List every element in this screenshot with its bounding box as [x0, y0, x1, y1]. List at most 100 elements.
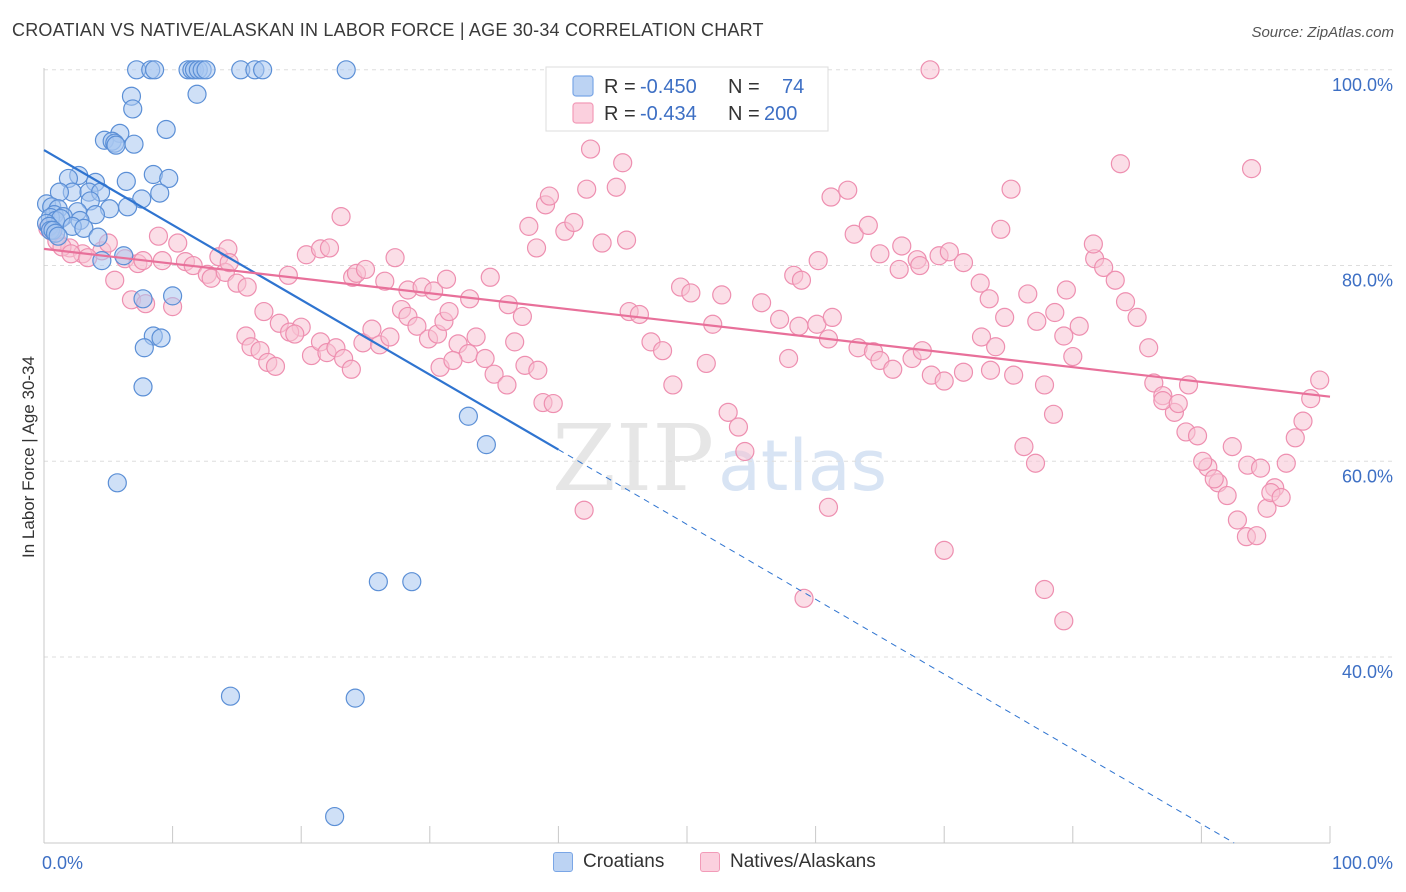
legend: R = -0.450 N = 74 R = -0.434 N = 200 — [545, 66, 829, 132]
native-point — [577, 179, 597, 199]
watermark: ZIP atlas — [552, 405, 887, 512]
native-point — [1063, 346, 1083, 367]
natives-label: Natives/Alaskans — [730, 851, 876, 872]
native-point — [970, 273, 990, 293]
native-point — [1014, 437, 1034, 457]
native-point — [580, 139, 601, 159]
native-point — [1250, 458, 1271, 478]
native-point — [466, 327, 486, 347]
native-point — [791, 270, 812, 290]
croatian-point — [150, 183, 170, 203]
native-point — [168, 233, 188, 253]
legend-swatch-croatians — [572, 75, 594, 97]
legend-n-label-croatians: N = — [728, 76, 760, 98]
native-point — [858, 215, 878, 236]
native-point — [443, 350, 463, 371]
native-point — [789, 316, 809, 336]
native-point — [1247, 526, 1267, 546]
croatian-point — [133, 289, 153, 309]
native-point — [1139, 338, 1159, 358]
croatian-point — [253, 60, 273, 80]
native-point — [497, 375, 517, 395]
grid-lines — [44, 69, 1392, 658]
croatian-point — [196, 60, 216, 80]
native-point — [778, 348, 799, 369]
native-point — [528, 360, 548, 380]
native-point — [519, 216, 539, 236]
native-point — [1285, 428, 1305, 448]
bottom-legend-natives: Natives/Alaskans — [700, 851, 876, 873]
native-point — [681, 283, 701, 303]
native-point — [526, 238, 547, 258]
watermark-zip: ZIP — [552, 405, 714, 512]
native-point — [735, 441, 755, 462]
croatian-trend-extension — [558, 449, 1235, 844]
native-point — [1127, 307, 1147, 328]
native-point — [939, 242, 959, 262]
native-point — [285, 324, 305, 344]
native-point — [718, 402, 738, 422]
croatian-point — [163, 286, 183, 306]
native-point — [480, 267, 500, 287]
native-point — [712, 285, 732, 305]
native-point — [331, 207, 351, 227]
croatian-point — [124, 134, 144, 154]
watermark-atlas: atlas — [718, 425, 887, 507]
croatian-point — [345, 688, 365, 708]
native-point — [1083, 234, 1103, 254]
croatian-point — [187, 84, 207, 104]
legend-n-value-natives: 200 — [764, 103, 797, 125]
native-point — [1054, 326, 1074, 346]
croatian-point — [458, 406, 478, 426]
native-point — [971, 327, 992, 347]
croatian-point — [48, 226, 68, 246]
native-point — [148, 226, 169, 246]
native-point — [1094, 257, 1114, 278]
native-point — [953, 362, 974, 382]
native-point — [539, 186, 559, 206]
croatian-point — [117, 197, 138, 217]
native-point — [1018, 284, 1038, 304]
croatian-point — [325, 806, 345, 827]
legend-r-value-croatians: -0.450 — [640, 76, 697, 98]
native-point — [1105, 270, 1125, 290]
native-point — [613, 153, 633, 173]
native-point — [1004, 365, 1024, 385]
croatian-point — [156, 119, 176, 140]
native-point — [1027, 311, 1047, 331]
bottom-legend-croatians: Croatians — [553, 851, 664, 873]
native-point — [105, 270, 125, 290]
native-point — [979, 289, 999, 309]
x-tick-label-max: 100.0% — [1332, 853, 1393, 873]
native-point — [1293, 411, 1313, 431]
native-point — [512, 306, 532, 327]
native-point — [375, 271, 395, 291]
native-point — [838, 180, 858, 200]
native-trend-line — [43, 247, 1331, 398]
source-credit: Source: ZipAtlas.com — [1251, 24, 1394, 41]
native-point — [319, 238, 340, 258]
croatians-label: Croatians — [583, 851, 665, 872]
native-point — [883, 359, 903, 379]
croatian-point — [114, 246, 134, 266]
croatian-point — [88, 227, 108, 247]
native-point — [1168, 393, 1188, 414]
croatians-swatch — [553, 852, 573, 872]
croatian-point — [476, 435, 496, 455]
native-point — [986, 337, 1006, 357]
native-point — [889, 259, 909, 280]
croatian-point — [144, 60, 165, 80]
native-point — [910, 255, 930, 276]
croatian-point — [133, 377, 153, 397]
native-point — [475, 348, 495, 369]
native-point — [592, 233, 612, 253]
native-point — [1110, 154, 1130, 174]
native-point — [407, 316, 427, 336]
native-point — [484, 364, 504, 384]
y-tick-label: 40.0% — [1342, 662, 1393, 682]
x-tick-label-min: 0.0% — [42, 853, 83, 873]
native-points — [38, 60, 1330, 631]
native-point — [844, 224, 864, 244]
legend-n-value-croatians: 74 — [782, 76, 804, 98]
croatian-point — [74, 218, 94, 238]
